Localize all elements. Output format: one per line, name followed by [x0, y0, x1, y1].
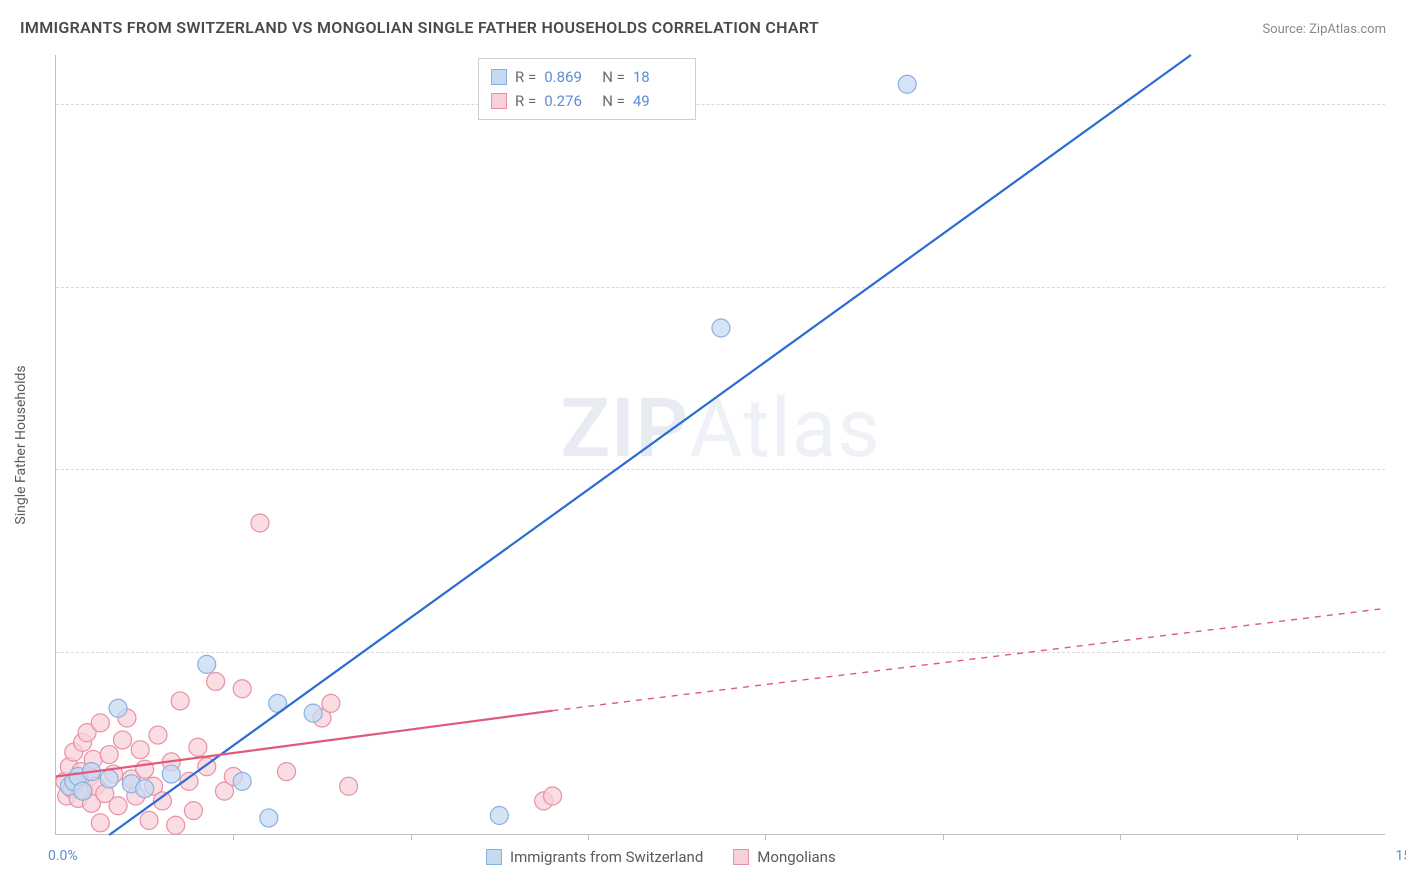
scatter-point	[260, 809, 278, 827]
source-label: Source:	[1262, 22, 1305, 37]
legend-label-2: Mongolians	[757, 848, 835, 866]
scatter-point	[140, 811, 158, 829]
chart-title: IMMIGRANTS FROM SWITZERLAND VS MONGOLIAN…	[20, 18, 819, 37]
legend-item-2: Mongolians	[733, 848, 835, 866]
legend-stats-row-2: R = 0.276 N = 49	[491, 89, 683, 113]
scatter-svg	[56, 55, 1385, 834]
scatter-point	[131, 741, 149, 759]
scatter-point	[171, 692, 189, 710]
r-value-1: 0.869	[544, 65, 594, 89]
y-axis-label: Single Father Households	[13, 365, 29, 524]
x-tick	[588, 834, 589, 840]
r-label-2: R =	[515, 89, 536, 113]
scatter-point	[109, 699, 127, 717]
scatter-point	[233, 772, 251, 790]
n-label-1: N =	[602, 65, 625, 89]
y-tick-label: 15.0%	[1392, 461, 1406, 477]
scatter-point	[198, 655, 216, 673]
scatter-point	[100, 770, 118, 788]
source-value: ZipAtlas.com	[1309, 22, 1386, 37]
scatter-point	[162, 765, 180, 783]
y-tick-label: 7.5%	[1392, 644, 1406, 660]
x-tick	[943, 834, 944, 840]
x-tick	[765, 834, 766, 840]
scatter-point	[74, 782, 92, 800]
scatter-point	[898, 75, 916, 93]
scatter-point	[109, 797, 127, 815]
scatter-point	[91, 814, 109, 832]
y-tick-label: 30.0%	[1392, 96, 1406, 112]
scatter-point	[136, 780, 154, 798]
scatter-point	[712, 319, 730, 337]
scatter-point	[207, 672, 225, 690]
legend-label-1: Immigrants from Switzerland	[510, 848, 703, 866]
legend-swatch-1	[486, 849, 502, 865]
n-value-2: 49	[633, 89, 683, 113]
legend-item-1: Immigrants from Switzerland	[486, 848, 703, 866]
x-tick	[1120, 834, 1121, 840]
scatter-point	[322, 694, 340, 712]
trendline-series-2-dashed	[553, 608, 1386, 710]
swatch-series-2	[491, 93, 507, 109]
trendline-series-1	[109, 55, 1191, 835]
scatter-point	[114, 731, 132, 749]
scatter-point	[91, 714, 109, 732]
scatter-point	[544, 787, 562, 805]
r-value-2: 0.276	[544, 89, 594, 113]
legend-stats-box: R = 0.869 N = 18 R = 0.276 N = 49	[478, 58, 696, 120]
scatter-point	[149, 726, 167, 744]
scatter-point	[251, 514, 269, 532]
scatter-point	[340, 777, 358, 795]
swatch-series-1	[491, 69, 507, 85]
scatter-point	[184, 802, 202, 820]
x-origin-label: 0.0%	[48, 848, 78, 864]
r-label-1: R =	[515, 65, 536, 89]
n-value-1: 18	[633, 65, 683, 89]
chart-plot-area: ZIPAtlas Single Father Households 7.5%15…	[55, 55, 1385, 835]
legend-stats-row-1: R = 0.869 N = 18	[491, 65, 683, 89]
bottom-legend: Immigrants from Switzerland Mongolians	[486, 848, 836, 866]
legend-swatch-2	[733, 849, 749, 865]
x-tick	[1297, 834, 1298, 840]
scatter-point	[100, 746, 118, 764]
y-tick-label: 22.5%	[1392, 279, 1406, 295]
scatter-point	[233, 680, 251, 698]
scatter-point	[490, 807, 508, 825]
x-tick	[233, 834, 234, 840]
x-tick	[411, 834, 412, 840]
x-max-label: 15.0%	[1395, 848, 1406, 864]
scatter-point	[167, 816, 185, 834]
scatter-point	[189, 738, 207, 756]
scatter-point	[304, 704, 322, 722]
n-label-2: N =	[602, 89, 625, 113]
scatter-point	[278, 763, 296, 781]
source-attribution: Source: ZipAtlas.com	[1262, 22, 1386, 37]
